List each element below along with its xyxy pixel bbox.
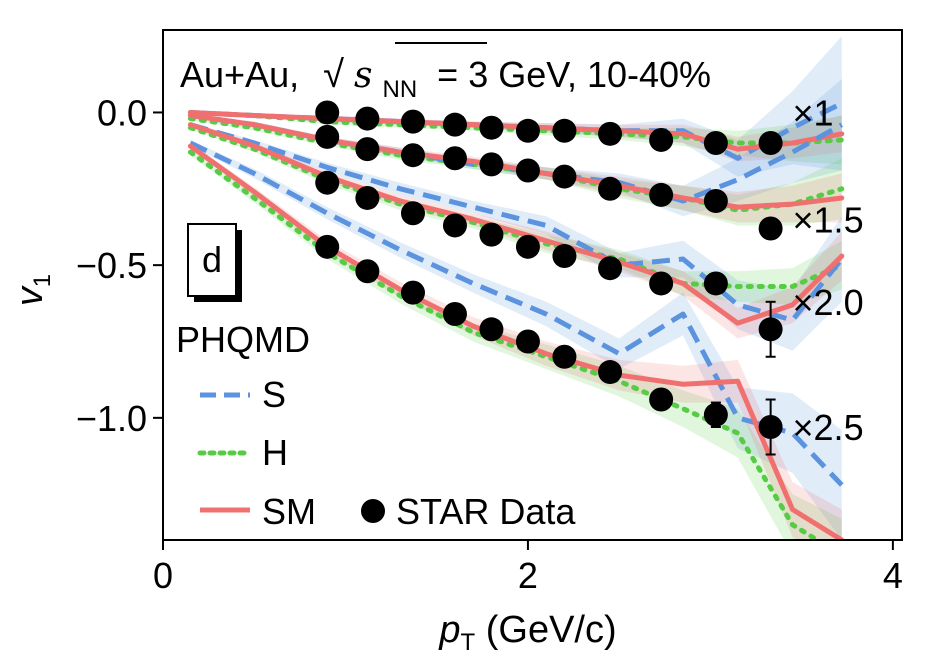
data-point-group-4 <box>758 415 783 440</box>
data-point-group-2 <box>355 137 380 162</box>
data-point-group-1 <box>703 130 728 155</box>
data-point-group-3 <box>355 185 380 210</box>
y-axis-title-main: v <box>9 285 51 306</box>
curve-sm-group-1 <box>187 109 845 152</box>
curve-sm-group-4 <box>187 143 845 540</box>
scale-label-group-2: ×1.5 <box>793 199 864 240</box>
data-point-group-3 <box>649 271 674 296</box>
data-point-group-1 <box>479 115 504 140</box>
data-point-group-1 <box>515 118 540 143</box>
legend-label-s: S <box>262 374 286 415</box>
data-point-group-2 <box>598 176 623 201</box>
plot-frame <box>162 29 903 541</box>
y-tick-label: 0.0 <box>97 92 147 133</box>
data-point-group-4 <box>598 360 623 385</box>
data-point-group-3 <box>479 222 504 247</box>
band-s-group-1 <box>190 36 842 177</box>
legend-label-h: H <box>262 432 288 473</box>
data-point-group-4 <box>355 259 380 284</box>
scale-label-group-1: ×1 <box>793 92 834 133</box>
data-point-group-4 <box>649 387 674 412</box>
data-point-group-1 <box>442 112 467 137</box>
data-point-group-3 <box>703 271 728 296</box>
data-point-group-4 <box>552 344 577 369</box>
curve-h-group-3 <box>187 125 845 290</box>
band-s-group-3 <box>190 123 842 351</box>
data-point-group-4 <box>442 302 467 327</box>
data-point-group-2 <box>515 158 540 183</box>
data-point-group-3 <box>598 256 623 281</box>
data-point-group-4 <box>515 329 540 354</box>
data-point-group-4 <box>479 317 504 342</box>
x-axis-title-unit: (GeV/c) <box>475 609 616 651</box>
legend-label-star-data: STAR Data <box>396 491 576 532</box>
star-data-points <box>315 100 783 456</box>
curve-sm-group-2 <box>187 113 845 210</box>
data-point-group-3 <box>315 170 340 195</box>
annotation-system: Au+Au, <box>180 54 299 95</box>
panel-label-box <box>187 223 237 297</box>
data-point-group-2 <box>315 124 340 149</box>
data-point-group-1 <box>758 130 783 155</box>
data-point-group-2 <box>442 146 467 171</box>
data-point-group-1 <box>355 106 380 131</box>
data-point-group-2 <box>649 182 674 207</box>
band-h-group-3 <box>190 126 842 305</box>
data-point-group-4 <box>703 402 728 427</box>
curve-sm-group-3 <box>187 122 845 326</box>
scale-label-group-3: ×2.0 <box>793 282 864 323</box>
data-point-group-2 <box>758 216 783 241</box>
y-tick-label: −0.5 <box>76 245 147 286</box>
scale-label-group-4: ×2.5 <box>793 407 864 448</box>
panel-label: d <box>202 239 222 280</box>
y-tick-label: −1.0 <box>76 398 147 439</box>
axis-ticks: 0 2 4 0.0 −0.5 −1.0 <box>76 92 903 596</box>
x-axis-title-sub: T <box>461 629 476 656</box>
data-point-group-3 <box>758 317 783 342</box>
data-point-group-3 <box>442 213 467 238</box>
legend-title: PHQMD <box>176 319 310 360</box>
x-tick-label: 4 <box>883 555 903 596</box>
curve-s-group-3 <box>189 122 844 323</box>
collision-annotation: Au+Au, √ s NN = 3 GeV, 10-40% <box>180 54 711 105</box>
sqrt-sign: √ <box>323 54 344 96</box>
x-axis-title: pT (GeV/c) <box>438 609 616 656</box>
scale-factor-labels: ×1 ×1.5 ×2.0 ×2.5 <box>793 92 864 448</box>
legend: PHQMD S H SM STAR Data <box>176 319 576 532</box>
data-point-group-1 <box>598 121 623 146</box>
data-point-group-1 <box>400 109 425 134</box>
y-axis-title-sub: 1 <box>29 274 56 287</box>
x-tick-label: 0 <box>153 555 173 596</box>
y-axis-title: v1 <box>9 274 56 306</box>
data-point-group-2 <box>552 164 577 189</box>
x-axis-title-main: p <box>438 609 460 651</box>
annotation-energy-subscript: NN <box>382 76 417 103</box>
data-point-group-2 <box>703 189 728 214</box>
data-point-group-1 <box>315 100 340 125</box>
data-point-group-4 <box>400 280 425 305</box>
annotation-energy-symbol: s <box>354 55 372 96</box>
model-curves <box>187 101 845 540</box>
annotation-energy-value: = 3 GeV, 10-40% <box>437 54 711 95</box>
data-point-group-3 <box>400 201 425 226</box>
x-tick-label: 2 <box>518 555 538 596</box>
data-point-group-2 <box>479 152 504 177</box>
data-point-group-4 <box>315 234 340 259</box>
legend-marker-star-data <box>361 499 385 523</box>
data-point-group-2 <box>400 143 425 168</box>
data-point-group-1 <box>552 118 577 143</box>
data-point-group-3 <box>552 243 577 268</box>
legend-label-sm: SM <box>262 491 316 532</box>
data-point-group-1 <box>649 127 674 152</box>
data-point-group-3 <box>515 234 540 259</box>
